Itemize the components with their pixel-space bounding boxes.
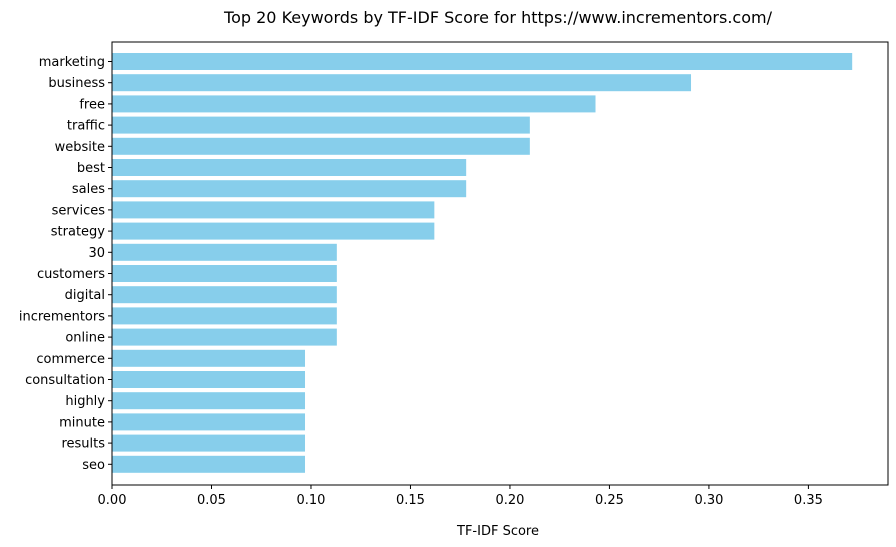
bar-commerce [112, 349, 306, 367]
y-tick-label: best [77, 161, 105, 176]
bar-business [112, 74, 692, 92]
y-tick-label: marketing [39, 55, 105, 70]
y-tick-label: services [52, 203, 106, 218]
x-tick-label: 0.25 [595, 493, 624, 508]
y-tick-label: business [48, 76, 105, 91]
y-tick-label: commerce [36, 352, 105, 367]
y-axis-ticks: marketing business free traffic website best s… [19, 55, 112, 473]
y-tick-label: incrementors [19, 309, 105, 324]
chart-title: Top 20 Keywords by TF-IDF Score for http… [223, 8, 773, 27]
bar-highly [112, 392, 306, 410]
bar-online [112, 328, 337, 346]
y-tick-label: sales [72, 182, 105, 197]
bar-strategy [112, 222, 435, 240]
bar-consultation [112, 371, 306, 388]
y-tick-label: customers [37, 267, 105, 282]
bar-services [112, 201, 435, 219]
bar-marketing [112, 53, 853, 70]
x-tick-label: 0.20 [495, 493, 524, 508]
x-tick-label: 0.15 [396, 493, 425, 508]
y-tick-label: digital [65, 288, 105, 303]
bar-minute [112, 413, 306, 431]
y-tick-label: consultation [25, 373, 105, 388]
x-tick-label: 0.00 [98, 493, 127, 508]
bar-traffic [112, 116, 530, 134]
bar-incrementors [112, 307, 337, 325]
y-tick-label: strategy [51, 225, 106, 240]
y-tick-label: free [79, 97, 105, 112]
y-tick-label: minute [59, 415, 105, 430]
bar-results [112, 434, 306, 452]
y-tick-label: results [61, 437, 105, 452]
y-tick-label: online [65, 331, 105, 346]
bar-website [112, 137, 530, 155]
bar-digital [112, 286, 337, 304]
bar-30 [112, 243, 337, 261]
y-tick-label: seo [82, 458, 105, 473]
plot-frame [111, 41, 889, 486]
x-tick-label: 0.30 [694, 493, 723, 508]
x-axis-title: TF-IDF Score [456, 524, 539, 539]
y-tick-label: traffic [67, 119, 105, 134]
bars-group [112, 53, 853, 473]
bar-seo [112, 455, 306, 473]
y-tick-label: website [55, 140, 105, 155]
y-tick-label: highly [65, 394, 105, 409]
bar-sales [112, 180, 467, 198]
bar-customers [112, 265, 337, 282]
bar-free [112, 95, 596, 113]
x-axis-ticks: 0.00 0.05 0.10 0.15 0.20 0.25 0.30 0.35 [98, 485, 823, 508]
y-tick-label: 30 [88, 246, 105, 261]
x-tick-label: 0.10 [296, 493, 325, 508]
x-tick-label: 0.35 [794, 493, 823, 508]
bar-best [112, 159, 467, 176]
x-tick-label: 0.05 [197, 493, 226, 508]
